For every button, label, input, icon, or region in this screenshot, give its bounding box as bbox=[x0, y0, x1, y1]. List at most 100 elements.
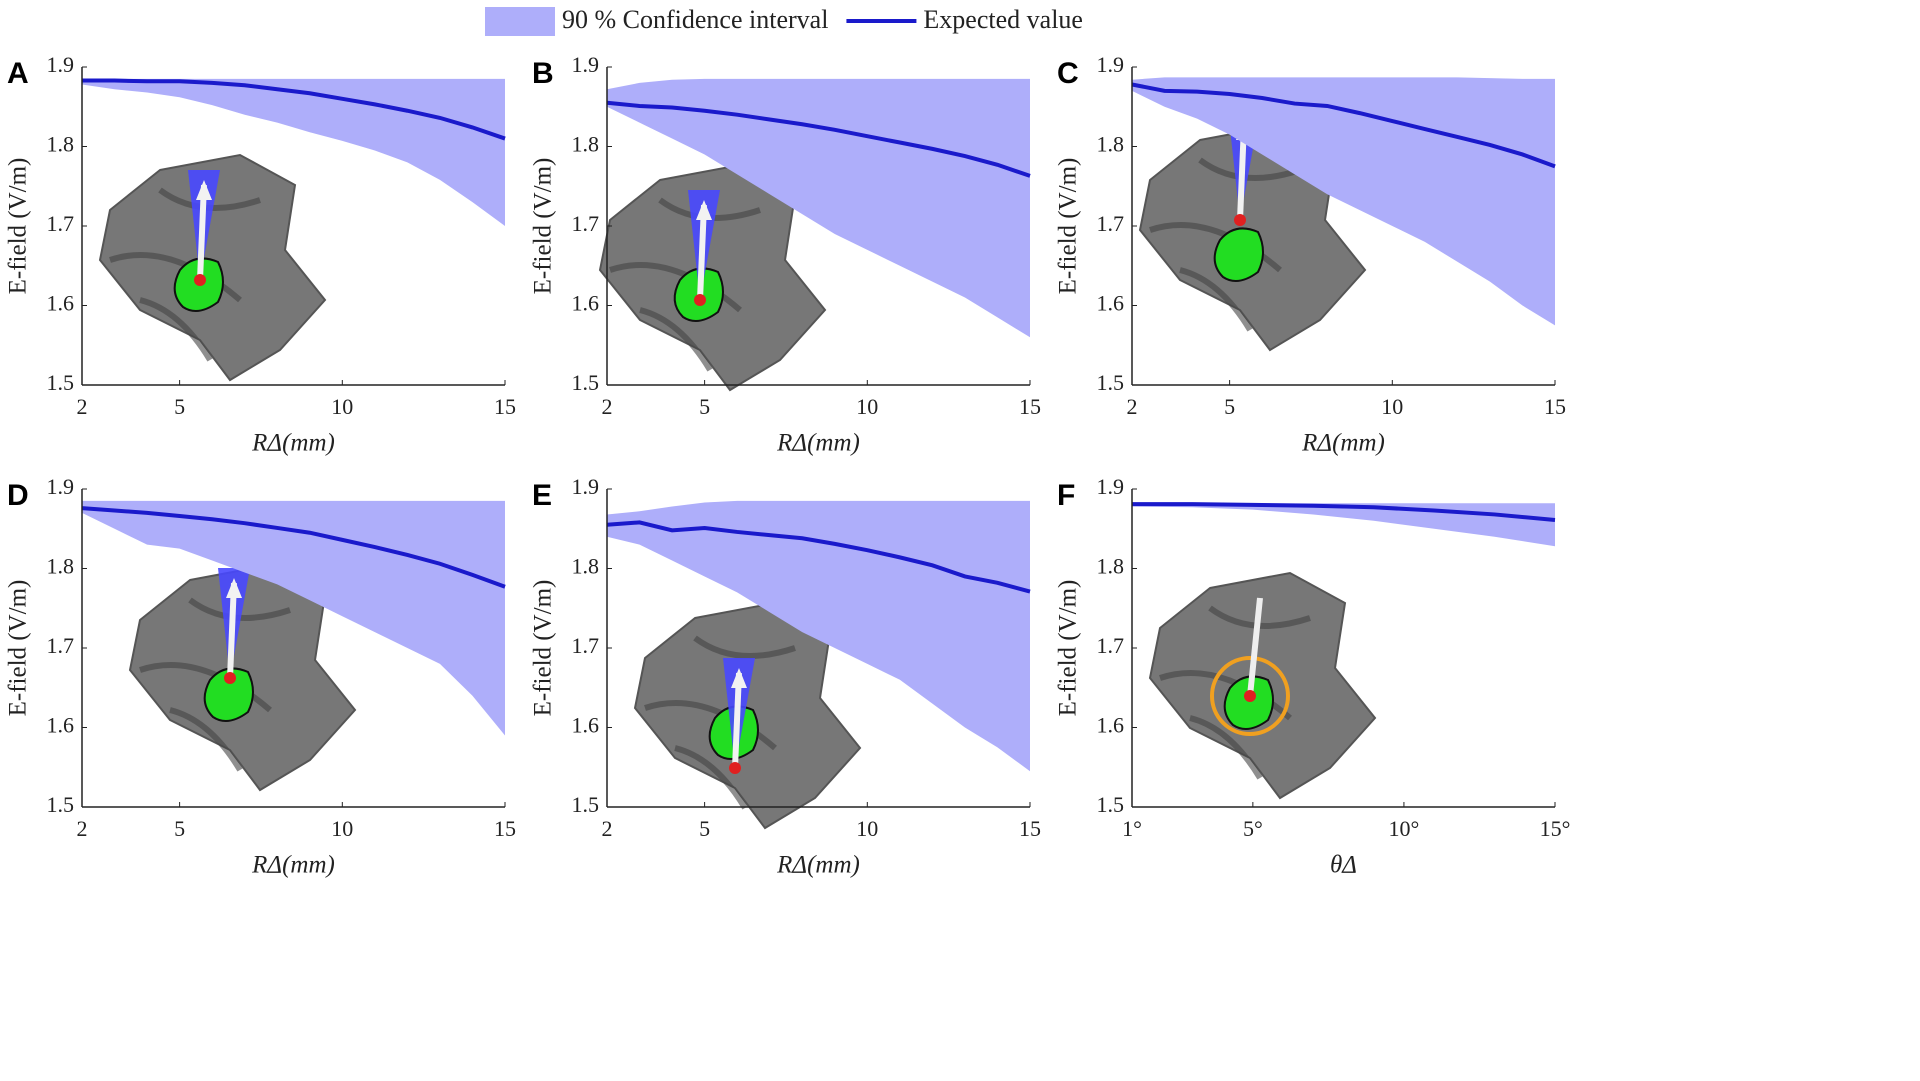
y-tick-label: 1.8 bbox=[572, 132, 600, 157]
x-tick-label: 15 bbox=[494, 816, 516, 841]
y-tick-label: 1.9 bbox=[47, 474, 75, 499]
coil-arrowhead bbox=[731, 668, 747, 688]
y-tick-label: 1.5 bbox=[47, 370, 75, 395]
expected-line bbox=[1132, 502, 1556, 522]
x-tick-label: 10 bbox=[331, 394, 353, 419]
expected-line bbox=[1131, 82, 1556, 169]
y-axis-label: E-field (V/m) bbox=[530, 580, 557, 717]
x-tick-label: 5 bbox=[699, 816, 710, 841]
x-tick-label: 2 bbox=[602, 816, 613, 841]
coil-arrowhead bbox=[696, 200, 712, 220]
y-axis-label: E-field (V/m) bbox=[530, 158, 557, 295]
coil-center bbox=[194, 274, 206, 286]
y-tick-label: 1.6 bbox=[1097, 713, 1125, 738]
expected-line bbox=[81, 506, 506, 589]
coil-arrowhead bbox=[226, 578, 242, 598]
y-tick-label: 1.7 bbox=[47, 211, 75, 236]
x-tick-label: 15 bbox=[1019, 394, 1041, 419]
x-tick-label: 5 bbox=[699, 394, 710, 419]
x-axis-label: θΔ bbox=[1330, 852, 1357, 879]
y-tick-label: 1.6 bbox=[47, 291, 75, 316]
confidence-band bbox=[82, 500, 505, 736]
confidence-band bbox=[82, 78, 505, 226]
brain-fold bbox=[644, 635, 796, 810]
confidence-band bbox=[1132, 503, 1555, 547]
panel: 1.5 1.6 1.7 1.8 1.9 2 5 10 15 RΔ(mm) E-field (V/m)… bbox=[1055, 52, 1566, 457]
legend-swatch bbox=[485, 7, 555, 36]
y-tick-label: 1.6 bbox=[1097, 291, 1125, 316]
panel: 1.5 1.6 1.7 1.8 1.9 2 5 10 15 RΔ(mm) E-field (V/m)… bbox=[5, 474, 516, 879]
x-tick-label: 10 bbox=[856, 816, 878, 841]
y-tick-label: 1.7 bbox=[47, 633, 75, 658]
panel-label: A bbox=[7, 57, 29, 90]
panel: 1.5 1.6 1.7 1.8 1.9 1° 5° 10° 15° θΔ E-field (V/m)… bbox=[1055, 474, 1571, 879]
y-tick-label: 1.7 bbox=[1097, 211, 1125, 236]
y-tick-label: 1.5 bbox=[1097, 370, 1125, 395]
x-tick-label: 15 bbox=[1019, 816, 1041, 841]
x-tick-label: 2 bbox=[602, 394, 613, 419]
x-tick-label: 2 bbox=[77, 816, 88, 841]
x-tick-label: 15 bbox=[494, 394, 516, 419]
orientation-ring bbox=[1210, 656, 1290, 736]
x-axis-label: RΔ(mm) bbox=[1301, 430, 1385, 457]
coil-arrow bbox=[197, 184, 207, 281]
y-tick-label: 1.8 bbox=[47, 554, 75, 579]
expected-line bbox=[82, 78, 506, 141]
confidence-band bbox=[1132, 77, 1555, 326]
y-tick-label: 1.9 bbox=[572, 52, 600, 77]
x-axis-label: RΔ(mm) bbox=[776, 430, 860, 457]
y-tick-label: 1.5 bbox=[572, 792, 600, 817]
y-axis-label: E-field (V/m) bbox=[5, 158, 32, 295]
panel: 1.5 1.6 1.7 1.8 1.9 2 5 10 15 RΔ(mm) E-field (V/m)… bbox=[530, 474, 1041, 879]
confidence-band bbox=[607, 500, 1030, 772]
y-tick-label: 1.9 bbox=[1097, 52, 1125, 77]
panel: 1.5 1.6 1.7 1.8 1.9 2 5 10 15 RΔ(mm) E-field (V/m)… bbox=[5, 52, 516, 457]
panel-label: B bbox=[532, 57, 554, 90]
coil-arrow bbox=[697, 204, 707, 301]
x-tick-label: 10 bbox=[856, 394, 878, 419]
x-tick-label: 5 bbox=[174, 394, 185, 419]
x-tick-label: 10° bbox=[1389, 816, 1420, 841]
y-tick-label: 1.9 bbox=[572, 474, 600, 499]
panel-label: D bbox=[7, 479, 29, 512]
y-tick-label: 1.6 bbox=[572, 291, 600, 316]
x-axis-label: RΔ(mm) bbox=[251, 852, 335, 879]
target-region bbox=[203, 667, 254, 722]
coil-arrow bbox=[732, 672, 742, 769]
legend-label: Expected value bbox=[923, 5, 1083, 34]
y-tick-label: 1.7 bbox=[572, 211, 600, 236]
expected-line bbox=[606, 100, 1031, 178]
y-tick-label: 1.6 bbox=[47, 713, 75, 738]
x-tick-label: 10 bbox=[331, 816, 353, 841]
y-tick-label: 1.5 bbox=[1097, 792, 1125, 817]
confidence-band bbox=[607, 78, 1030, 338]
y-tick-label: 1.9 bbox=[47, 52, 75, 77]
target-region bbox=[1213, 227, 1264, 282]
y-tick-label: 1.5 bbox=[572, 370, 600, 395]
y-tick-label: 1.8 bbox=[1097, 132, 1125, 157]
x-tick-label: 10 bbox=[1381, 394, 1403, 419]
panel-label: F bbox=[1057, 479, 1075, 512]
coil-center bbox=[1244, 690, 1256, 702]
legend: 90 % Confidence interval Expected value bbox=[485, 5, 1083, 36]
x-tick-label: 5 bbox=[1224, 394, 1235, 419]
coil-center bbox=[729, 762, 741, 774]
x-tick-label: 5 bbox=[174, 816, 185, 841]
expected-line bbox=[606, 520, 1031, 594]
x-tick-label: 5° bbox=[1243, 816, 1263, 841]
panel-label: E bbox=[532, 479, 552, 512]
y-tick-label: 1.9 bbox=[1097, 474, 1125, 499]
panel: 1.5 1.6 1.7 1.8 1.9 2 5 10 15 RΔ(mm) E-field (V/m)… bbox=[530, 52, 1041, 457]
y-tick-label: 1.7 bbox=[1097, 633, 1125, 658]
y-tick-label: 1.8 bbox=[572, 554, 600, 579]
x-tick-label: 2 bbox=[77, 394, 88, 419]
y-tick-label: 1.6 bbox=[572, 713, 600, 738]
x-tick-label: 1° bbox=[1122, 816, 1142, 841]
y-tick-label: 1.8 bbox=[47, 132, 75, 157]
target-region bbox=[1223, 675, 1274, 730]
coil-center bbox=[1234, 214, 1246, 226]
coil-arrow bbox=[1247, 597, 1263, 697]
legend-label: 90 % Confidence interval bbox=[562, 5, 828, 34]
panel-label: C bbox=[1057, 57, 1079, 90]
